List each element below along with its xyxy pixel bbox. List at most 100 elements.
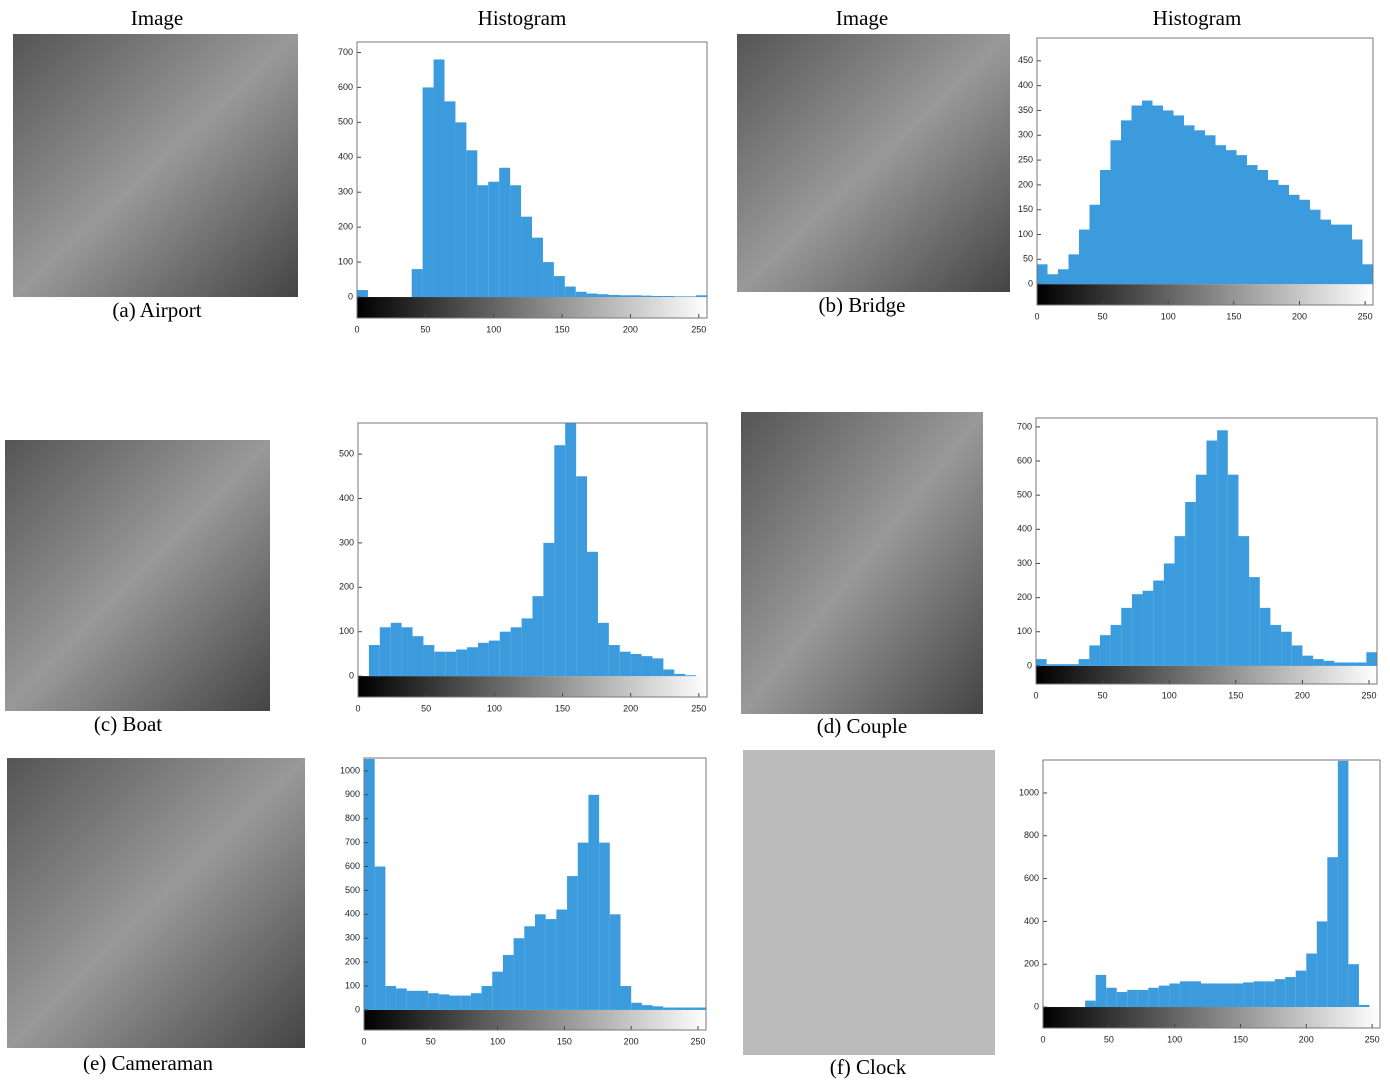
bar [423, 87, 434, 297]
bar [1190, 981, 1201, 1007]
bar [630, 295, 641, 297]
y-tick-label: 400 [338, 152, 353, 162]
bar [380, 627, 391, 676]
bar [1164, 563, 1175, 665]
y-tick-label: 200 [1024, 959, 1039, 969]
y-tick-label: 300 [1018, 130, 1033, 140]
bar [1363, 264, 1374, 284]
y-tick-label: 300 [1017, 558, 1032, 568]
bar [1089, 645, 1100, 665]
x-tick-label: 100 [1161, 311, 1176, 321]
bar [587, 552, 598, 676]
bar [492, 972, 503, 1010]
colorbar [1036, 666, 1377, 684]
bar [565, 287, 576, 297]
bar [1047, 664, 1058, 666]
x-tick-label: 250 [1365, 1034, 1380, 1044]
bar [514, 938, 525, 1010]
y-tick-label: 300 [338, 187, 353, 197]
bar [554, 445, 565, 676]
colorbar [358, 676, 707, 697]
x-tick-label: 0 [355, 703, 360, 713]
bar [503, 955, 514, 1010]
bar [1258, 170, 1269, 284]
bar [1180, 981, 1191, 1007]
bar [1201, 983, 1212, 1007]
y-tick-label: 400 [1018, 80, 1033, 90]
bar [402, 627, 413, 676]
bar [499, 168, 510, 297]
bar [369, 645, 380, 676]
x-tick-label: 100 [487, 703, 502, 713]
x-tick-label: 50 [420, 324, 430, 334]
bar [1079, 230, 1090, 285]
bar [642, 1005, 653, 1010]
bar [467, 647, 478, 676]
bar [663, 296, 674, 297]
bar [1121, 608, 1132, 666]
column-header: Image [131, 6, 183, 30]
bar [620, 295, 631, 297]
y-tick-label: 600 [1024, 873, 1039, 883]
bar [598, 623, 609, 676]
bar [556, 910, 567, 1010]
bar [1338, 761, 1349, 1007]
bar [522, 618, 533, 676]
bar [685, 296, 696, 297]
y-tick-label: 200 [338, 222, 353, 232]
bar [1356, 662, 1367, 665]
bar [1037, 264, 1048, 284]
bar [1079, 659, 1090, 666]
bar [535, 914, 546, 1010]
bar [674, 1008, 685, 1010]
y-tick-label: 100 [345, 980, 360, 990]
bar [1317, 921, 1328, 1007]
bar [1100, 170, 1111, 284]
y-tick-label: 500 [338, 117, 353, 127]
bar [1268, 180, 1279, 284]
y-tick-label: 150 [1018, 204, 1033, 214]
bar [439, 994, 450, 1010]
column-header: Image [836, 6, 888, 30]
image-airport [13, 34, 298, 297]
bar [1331, 225, 1342, 285]
bar [543, 262, 554, 297]
bar [621, 986, 632, 1010]
y-tick-label: 0 [1028, 279, 1033, 289]
x-tick-label: 0 [354, 324, 359, 334]
bar [599, 843, 610, 1010]
bar [567, 876, 578, 1010]
y-tick-label: 200 [345, 956, 360, 966]
bar [482, 986, 493, 1010]
bar [1289, 195, 1300, 284]
y-tick-label: 300 [345, 933, 360, 943]
bar [1111, 625, 1122, 666]
x-tick-label: 100 [1167, 1034, 1182, 1044]
x-tick-label: 50 [1104, 1034, 1114, 1044]
y-tick-label: 50 [1023, 254, 1033, 264]
y-tick-label: 800 [1024, 830, 1039, 840]
bar [478, 643, 489, 676]
bar [413, 636, 424, 676]
bar [588, 795, 599, 1010]
bar [1254, 981, 1265, 1007]
y-tick-label: 700 [1017, 421, 1032, 431]
bar [1285, 977, 1296, 1007]
x-tick-label: 150 [557, 1036, 572, 1046]
bar [685, 1008, 696, 1010]
bar [471, 993, 482, 1010]
bar [1306, 954, 1317, 1008]
bar [1222, 983, 1233, 1007]
x-tick-label: 250 [1361, 690, 1376, 700]
bar [609, 645, 620, 676]
bar [543, 543, 554, 676]
y-tick-label: 400 [339, 493, 354, 503]
x-tick-label: 150 [555, 324, 570, 334]
colorbar [1037, 284, 1373, 305]
bar [391, 623, 402, 676]
bar [609, 295, 620, 297]
bar [396, 988, 407, 1010]
x-tick-label: 200 [623, 324, 638, 334]
bar [364, 759, 375, 1010]
colorbar [364, 1010, 706, 1030]
